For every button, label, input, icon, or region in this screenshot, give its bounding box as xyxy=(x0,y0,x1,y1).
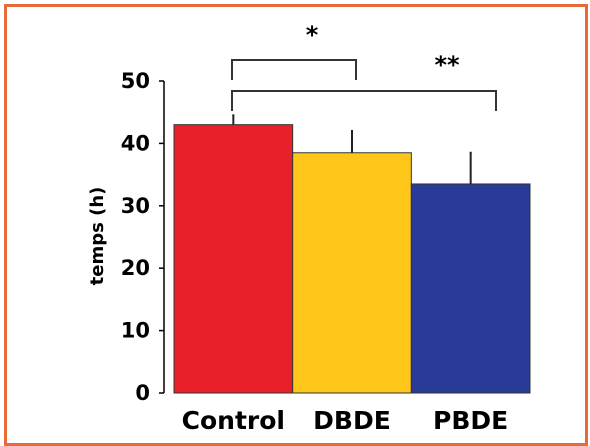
bar-pbde xyxy=(410,183,531,394)
y-tick-label-30: 30 xyxy=(121,194,150,218)
y-tick-label-0: 0 xyxy=(135,381,150,405)
category-label-control: Control xyxy=(182,406,285,435)
significance-bracket-1 xyxy=(231,59,357,80)
bar-control xyxy=(173,124,294,394)
significance-label-1: * xyxy=(306,21,319,49)
y-tick-label-50: 50 xyxy=(121,69,150,93)
significance-bracket-2 xyxy=(231,90,497,111)
significance-label-2: ** xyxy=(434,51,460,79)
y-tick-label-10: 10 xyxy=(121,319,150,343)
y-tick-label-20: 20 xyxy=(121,256,150,280)
category-label-pbde: PBDE xyxy=(433,406,508,435)
category-label-dbde: DBDE xyxy=(313,406,391,435)
y-tick-label-40: 40 xyxy=(121,131,150,155)
bar-dbde xyxy=(292,152,412,394)
y-axis-title: temps (h) xyxy=(87,187,108,286)
